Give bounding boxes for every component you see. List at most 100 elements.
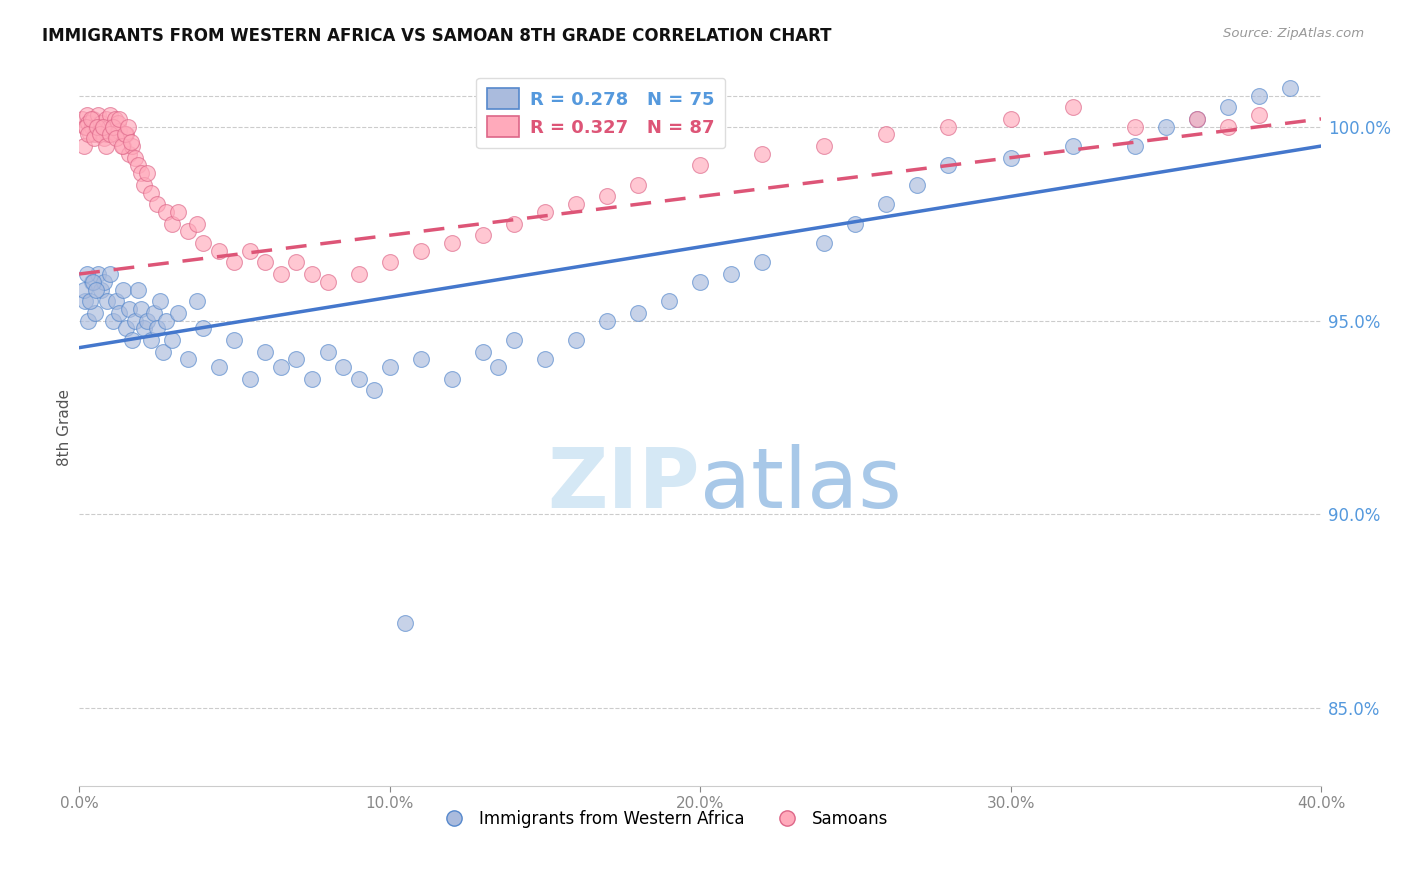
Point (193, 321, 215, 335)
Point (565, 333, 588, 347)
Point (378, 255, 401, 269)
Point (98, 128, 121, 142)
Point (596, 189, 619, 203)
Point (471, 344, 494, 359)
Point (1247, 88, 1270, 103)
Point (129, 166, 152, 180)
Point (440, 372, 463, 386)
Point (239, 244, 262, 258)
Text: IMMIGRANTS FROM WESTERN AFRICA VS SAMOAN 8TH GRADE CORRELATION CHART: IMMIGRANTS FROM WESTERN AFRICA VS SAMOAN… (42, 27, 832, 45)
Point (627, 306, 650, 320)
Point (239, 372, 262, 386)
Point (149, 294, 172, 309)
Point (254, 344, 277, 359)
Point (91, 120, 114, 134)
Point (96, 128, 118, 142)
Point (193, 235, 215, 250)
Point (440, 235, 463, 250)
Point (502, 217, 524, 231)
Point (97, 120, 120, 134)
Point (105, 128, 128, 142)
Point (409, 244, 432, 258)
Point (378, 359, 401, 374)
Text: ZIP: ZIP (547, 444, 700, 525)
Point (84, 120, 107, 134)
Point (136, 313, 159, 327)
Point (94, 112, 117, 126)
Point (84, 283, 107, 297)
Point (89, 123, 111, 137)
Point (139, 333, 162, 347)
Point (93, 131, 115, 145)
Point (82, 112, 104, 126)
Point (875, 197, 897, 211)
Point (83, 306, 105, 320)
Point (224, 255, 246, 269)
Point (409, 352, 432, 367)
Point (938, 158, 960, 172)
Point (111, 283, 134, 297)
Point (363, 384, 385, 398)
Point (689, 275, 711, 289)
Legend: Immigrants from Western Africa, Samoans: Immigrants from Western Africa, Samoans (432, 804, 894, 835)
Point (347, 372, 370, 386)
Point (127, 283, 149, 297)
Point (155, 313, 177, 327)
Point (186, 294, 208, 309)
Y-axis label: 8th Grade: 8th Grade (58, 389, 72, 466)
Point (129, 301, 152, 316)
Point (145, 321, 167, 335)
Point (177, 352, 200, 367)
Point (152, 344, 174, 359)
Point (1062, 139, 1084, 153)
Point (105, 294, 128, 309)
Point (658, 294, 681, 309)
Point (565, 197, 588, 211)
Point (76, 108, 98, 122)
Point (103, 120, 125, 134)
Point (1247, 108, 1270, 122)
Point (86, 120, 108, 134)
Point (844, 217, 866, 231)
Point (104, 112, 127, 126)
Point (224, 333, 246, 347)
Point (111, 139, 134, 153)
Point (73, 283, 96, 297)
Point (127, 158, 149, 172)
Point (254, 255, 277, 269)
Point (162, 217, 184, 231)
Point (90, 116, 112, 130)
Point (270, 267, 292, 281)
Point (162, 333, 184, 347)
Point (471, 228, 494, 243)
Point (108, 306, 131, 320)
Point (75, 120, 97, 134)
Point (77, 116, 100, 130)
Point (139, 186, 162, 200)
Point (301, 372, 323, 386)
Point (83, 128, 105, 142)
Point (104, 131, 127, 145)
Point (93, 275, 115, 289)
Point (89, 128, 111, 142)
Point (73, 139, 96, 153)
Point (96, 139, 118, 153)
Point (134, 321, 156, 335)
Point (124, 151, 146, 165)
Point (186, 217, 208, 231)
Point (108, 123, 131, 137)
Point (142, 306, 165, 320)
Point (689, 158, 711, 172)
Point (79, 294, 101, 309)
Point (87, 267, 110, 281)
Text: atlas: atlas (700, 444, 901, 525)
Point (76, 267, 98, 281)
Point (121, 139, 143, 153)
Point (80, 275, 103, 289)
Point (1123, 120, 1146, 134)
Point (167, 205, 190, 219)
Point (87, 108, 110, 122)
Point (80, 112, 103, 126)
Point (77, 313, 100, 327)
Point (98, 267, 121, 281)
